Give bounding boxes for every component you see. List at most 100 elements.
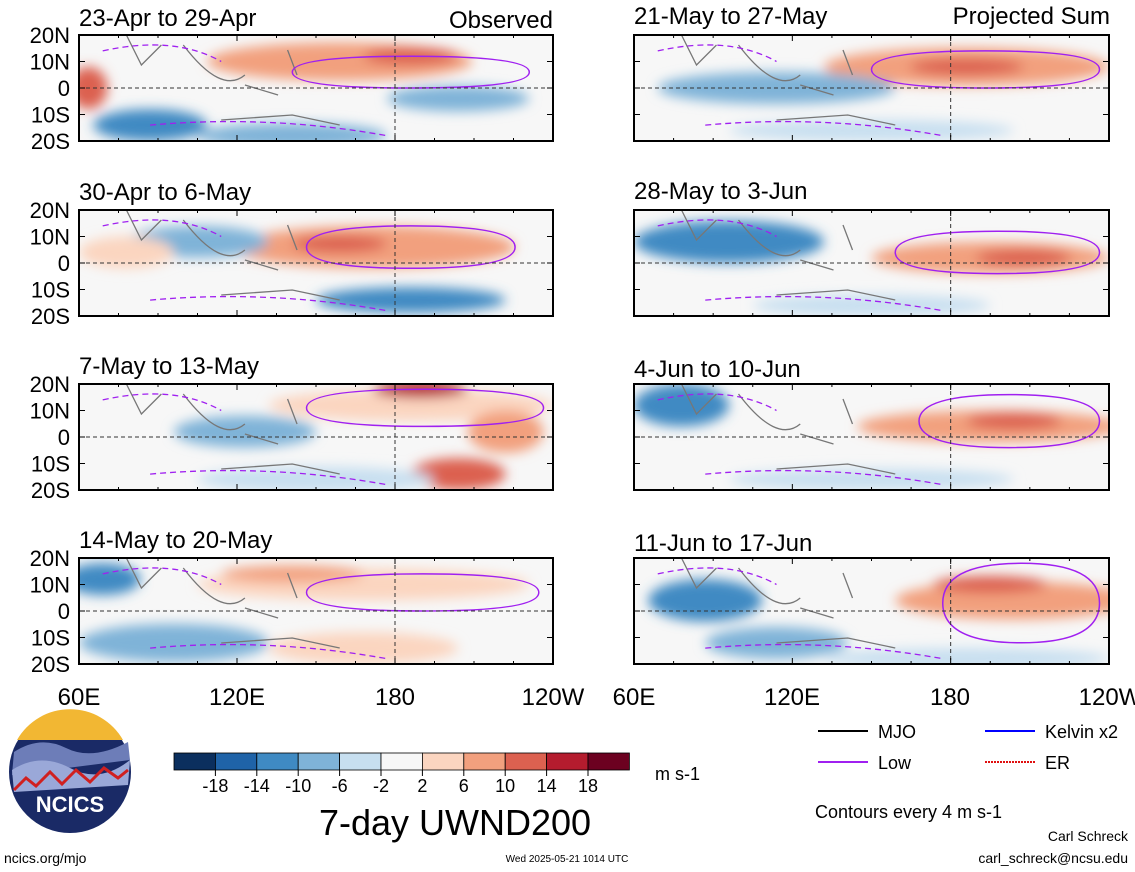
colorbar-tick-label: -6: [332, 776, 348, 796]
y-axis-label: 0: [58, 251, 70, 276]
low-contour: [305, 225, 516, 270]
map-panel: [78, 209, 554, 317]
contour-legend: MJO Kelvin x2 Low ER Contours every 4 m …: [815, 722, 1118, 822]
anomaly-shading: [197, 466, 435, 490]
y-axis-label: 0: [58, 599, 70, 624]
colorbar-tick-label: 18: [578, 776, 598, 796]
panel-title-1: 23-Apr to 29-Apr: [79, 5, 256, 32]
low-contour: [918, 393, 1101, 449]
anomaly-shading: [316, 287, 506, 313]
y-axis-label: 20S: [31, 478, 70, 503]
x-label-120e-right: 120E: [764, 684, 820, 711]
anomaly-shading: [268, 389, 553, 422]
low-contour: [291, 55, 531, 89]
anomaly-shading: [410, 458, 506, 490]
colorbar-tick-label: 14: [537, 776, 557, 796]
anomaly-shading: [966, 412, 1062, 430]
anomaly-shading: [634, 220, 824, 263]
units-label: m s-1: [655, 764, 700, 784]
coastline: [125, 35, 340, 126]
anomaly-shading: [268, 632, 459, 664]
colorbar-swatch: [173, 752, 216, 771]
panel-title-8: 11-Jun to 17-Jun: [634, 530, 812, 557]
y-axis-labels: 20N10N010S20S20N10N010S20S20N10N010S20S2…: [30, 23, 70, 677]
timestamp: Wed 2025-05-21 1014 UTC: [506, 854, 629, 865]
x-label-180-right: 180: [930, 684, 970, 711]
legend-label-mjo: MJO: [878, 722, 916, 742]
colorbar-tick-label: -2: [373, 776, 389, 796]
colorbar-swatch: [380, 752, 423, 771]
map-panel: [78, 34, 554, 142]
y-axis-label: 10S: [31, 626, 70, 651]
coastline: [680, 384, 896, 475]
y-axis-label: 20N: [30, 23, 70, 48]
main-title: 7-day UWND200: [319, 802, 591, 843]
coastline: [125, 384, 340, 475]
anomaly-shading: [933, 576, 1048, 593]
coastline: [680, 35, 896, 126]
coastline: [125, 210, 340, 301]
anomaly-shading: [79, 623, 269, 662]
x-label-60e-right: 60E: [613, 684, 656, 711]
author-email: carl_schreck@ncsu.edu: [978, 850, 1128, 866]
y-axis-label: 20S: [31, 304, 70, 329]
anomaly-shading: [909, 58, 1024, 76]
anomaly-shading: [221, 565, 364, 583]
anomaly-shading: [824, 648, 1109, 664]
projected-panels: [633, 34, 1110, 665]
anomaly-shading: [729, 119, 1014, 141]
x-label-120w: 120W: [522, 684, 585, 711]
x-label-120w-right: 120W: [1079, 684, 1135, 711]
legend-label-er: ER: [1045, 753, 1070, 773]
y-axis-label: 10S: [31, 278, 70, 303]
ncics-logo: NCICS: [9, 709, 131, 833]
author: Carl Schreck: [1048, 828, 1129, 844]
map-panel: [633, 557, 1110, 665]
y-axis-label: 0: [58, 425, 70, 450]
low-contour-dashed: [102, 393, 388, 486]
legend-label-kelvin: Kelvin x2: [1045, 722, 1118, 742]
anomaly-shading: [372, 384, 468, 398]
low-contour: [894, 230, 1101, 275]
colorbar-swatch: [587, 752, 630, 771]
low-contour: [305, 388, 545, 428]
colorbar-tick-label: 6: [459, 776, 469, 796]
x-label-120e: 120E: [209, 684, 265, 711]
map-panel: [78, 383, 554, 491]
y-axis-label: 20S: [31, 129, 70, 154]
low-contour: [305, 573, 540, 612]
projected-label: Projected Sum: [953, 3, 1110, 30]
x-label-180: 180: [375, 684, 415, 711]
anomaly-shading: [752, 294, 991, 316]
colorbar: -18 -14 -10 -6 -2 2 6 10 14 18: [173, 752, 630, 796]
colorbar-tick-label: -14: [244, 776, 270, 796]
anomaly-shading: [173, 415, 316, 448]
x-label-60e: 60E: [58, 684, 101, 711]
y-axis-label: 10N: [30, 50, 70, 75]
low-contour: [941, 562, 1101, 644]
colorbar-swatch: [297, 752, 341, 771]
colorbar-swatch: [256, 752, 299, 771]
low-contour-dashed: [657, 44, 943, 137]
contour-note: Contours every 4 m s-1: [815, 802, 1002, 822]
panel-title-3: 7-May to 13-May: [79, 353, 259, 380]
low-contour-dashed: [102, 567, 388, 660]
site-url: ncics.org/mjo: [4, 850, 87, 866]
anomaly-shading: [729, 468, 1014, 490]
colorbar-swatch: [421, 752, 465, 771]
colorbar-swatch: [339, 752, 382, 771]
anomaly-shading: [387, 85, 530, 112]
anomaly-shading: [976, 249, 1071, 267]
low-contour-dashed: [657, 393, 943, 486]
anomaly-shading: [895, 581, 1109, 620]
low-contour-dashed: [102, 219, 388, 312]
colorbar-swatch: [546, 752, 589, 771]
map-panel: [633, 34, 1110, 142]
low-contour-dashed: [657, 567, 943, 660]
coastline: [680, 558, 896, 649]
colorbar-swatch: [214, 752, 258, 771]
anomaly-shading: [467, 410, 544, 453]
legend-label-low: Low: [878, 753, 912, 773]
panel-title-4: 14-May to 20-May: [79, 527, 272, 554]
colorbar-tick-label: -18: [202, 776, 228, 796]
